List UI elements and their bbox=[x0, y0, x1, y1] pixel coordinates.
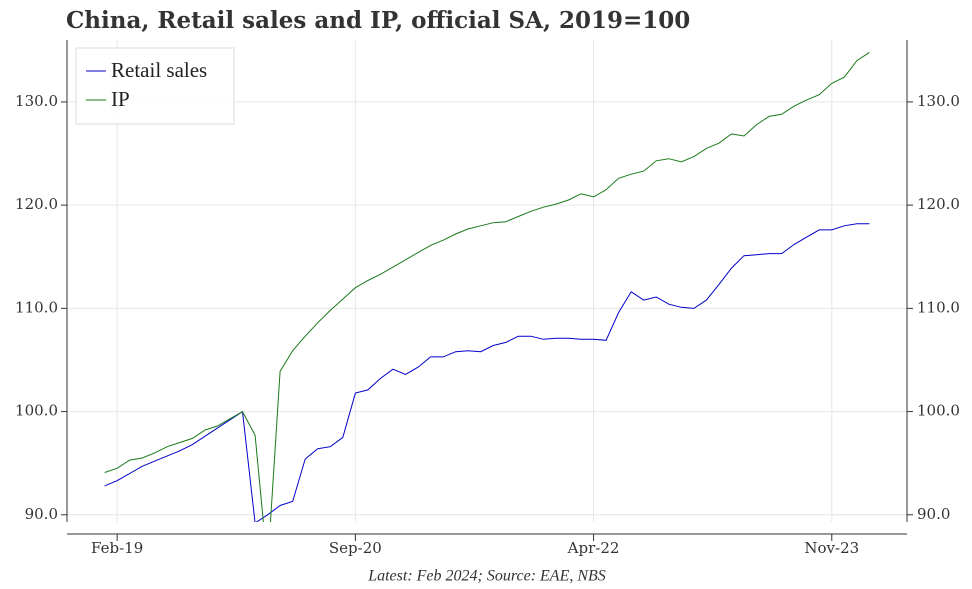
y-tick-label: 110.0 bbox=[15, 298, 58, 316]
x-tick-label: Nov-23 bbox=[804, 539, 859, 557]
x-tick-label: Sep-20 bbox=[329, 539, 382, 557]
y-tick-label: 120.0 bbox=[15, 195, 58, 213]
y-tick-label: 130.0 bbox=[15, 92, 58, 110]
y2-tick-label: 100.0 bbox=[917, 402, 960, 420]
footnote: Latest: Feb 2024; Source: EAE, NBS bbox=[367, 568, 606, 585]
legend-box bbox=[75, 47, 235, 125]
legend-label: Retail sales bbox=[111, 58, 207, 82]
x-tick-label: Apr-22 bbox=[567, 539, 620, 557]
series-line bbox=[104, 51, 870, 522]
legend-label: IP bbox=[111, 87, 130, 111]
series-line bbox=[104, 223, 870, 522]
y2-tick-label: 110.0 bbox=[917, 298, 960, 316]
y2-tick-label: 130.0 bbox=[917, 92, 960, 110]
y2-tick-label: 120.0 bbox=[917, 195, 960, 213]
chart-title: China, Retail sales and IP, official SA,… bbox=[66, 7, 690, 34]
y2-tick-label: 90.0 bbox=[917, 505, 950, 523]
x-tick-label: Feb-19 bbox=[91, 539, 143, 557]
y-tick-label: 90.0 bbox=[25, 505, 58, 523]
y-tick-label: 100.0 bbox=[15, 402, 58, 420]
